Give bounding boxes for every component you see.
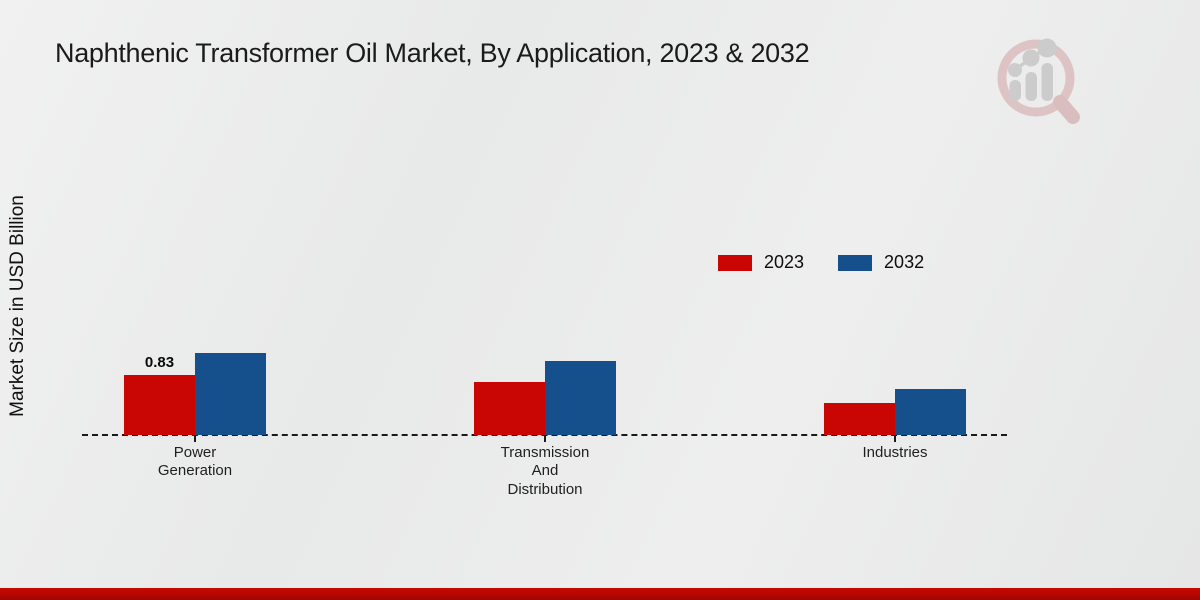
- x-axis-baseline: [82, 434, 1007, 436]
- category-label-transmission-and-distribution: Transmission And Distribution: [500, 444, 590, 498]
- bar-2023-transmission-and-distribution: [474, 382, 545, 435]
- x-axis-tick: [894, 436, 896, 442]
- legend-label-2023: 2023: [764, 252, 805, 272]
- chart-title: Naphthenic Transformer Oil Market, By Ap…: [55, 38, 810, 68]
- category-label-power-generation: Power Generation: [157, 444, 233, 480]
- bar-2023-industries: [824, 403, 895, 435]
- magnifier-bar-chart-logo: [997, 38, 1080, 124]
- legend-label-2032: 2032: [884, 252, 925, 272]
- footer-red-band: [0, 588, 1200, 600]
- legend-swatch-2023: [718, 254, 752, 271]
- bar-2032-transmission-and-distribution: [545, 361, 616, 435]
- bar-2023-power-generation: [124, 375, 195, 435]
- legend-item-2032: 2032: [838, 252, 924, 273]
- bar-value-label: 0.83: [144, 354, 175, 371]
- category-label-industries: Industries: [862, 444, 928, 461]
- legend-swatch-2032: [838, 254, 873, 271]
- legend: 2023 2032: [718, 252, 924, 273]
- x-axis-tick: [544, 436, 546, 442]
- bar-2032-industries: [895, 389, 966, 435]
- bar-2032-power-generation: [195, 353, 266, 435]
- legend-item-2023: 2023: [718, 252, 804, 273]
- x-axis-tick: [194, 436, 196, 442]
